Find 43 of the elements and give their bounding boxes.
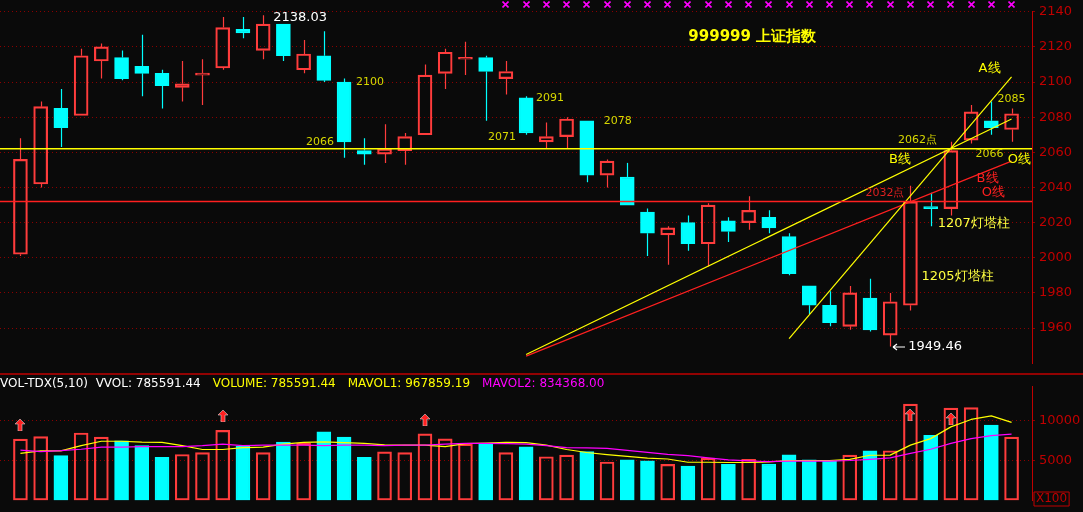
y-tick-label: 1980 <box>1039 284 1073 300</box>
annotation: 2032点 <box>865 186 905 200</box>
y-tick-label: 2040 <box>1039 178 1073 194</box>
chart-subtitle: VOLUME: 785591.44 <box>212 376 336 391</box>
candlestick <box>336 77 352 159</box>
y-tick-label: 5000 <box>1039 451 1073 467</box>
y-tick-label: 2060 <box>1039 143 1073 159</box>
annotation: 2085 <box>997 92 1026 106</box>
annotation: 1207灯塔柱 <box>937 214 1010 230</box>
candlestick <box>984 100 999 136</box>
annotation: 2100 <box>356 74 385 88</box>
y-tick-label: 2000 <box>1039 249 1073 265</box>
chart-title: VOL-TDX(5,10) VVOL: 785591.44 <box>0 376 201 391</box>
annotation: 2071 <box>488 129 517 143</box>
annotation: 2066 <box>306 134 335 148</box>
text: MAVOL1: 967859.19 <box>347 376 471 391</box>
annotation: 2062点 <box>897 132 937 146</box>
candlestick <box>923 192 938 227</box>
ref-line-label: O线 <box>981 183 1005 199</box>
annotation: 2078 <box>603 113 632 127</box>
annotation: 2091 <box>536 90 565 104</box>
candlestick <box>862 278 878 333</box>
y-tick-label: 2100 <box>1039 73 1073 89</box>
y-tick-label: 10000 <box>1039 411 1081 427</box>
ref-line-label: O线 <box>1007 151 1031 167</box>
annotation: 1205灯塔柱 <box>921 267 994 283</box>
y-tick-label: 1960 <box>1039 319 1073 335</box>
y-tick-label: 2140 <box>1039 3 1073 19</box>
annotation: 2066 <box>975 146 1004 160</box>
annotation: 2138.03 <box>273 8 327 24</box>
y-axis-title: X100 <box>1036 491 1068 506</box>
y-tick-label: 2080 <box>1039 108 1073 124</box>
text: MAVOL2: 834368.00 <box>482 376 605 391</box>
y-tick-label: 2020 <box>1039 214 1073 230</box>
series-label: A线 <box>978 60 1001 76</box>
y-tick-label: 2120 <box>1039 38 1073 54</box>
candlestick <box>134 34 150 97</box>
annotation: 1949.46 <box>908 337 962 353</box>
candlestick <box>518 95 534 136</box>
candlestick <box>640 207 655 257</box>
candlestick <box>316 30 332 83</box>
series-label: B线 <box>888 150 911 166</box>
text: 999999 上证指数 <box>688 26 818 45</box>
